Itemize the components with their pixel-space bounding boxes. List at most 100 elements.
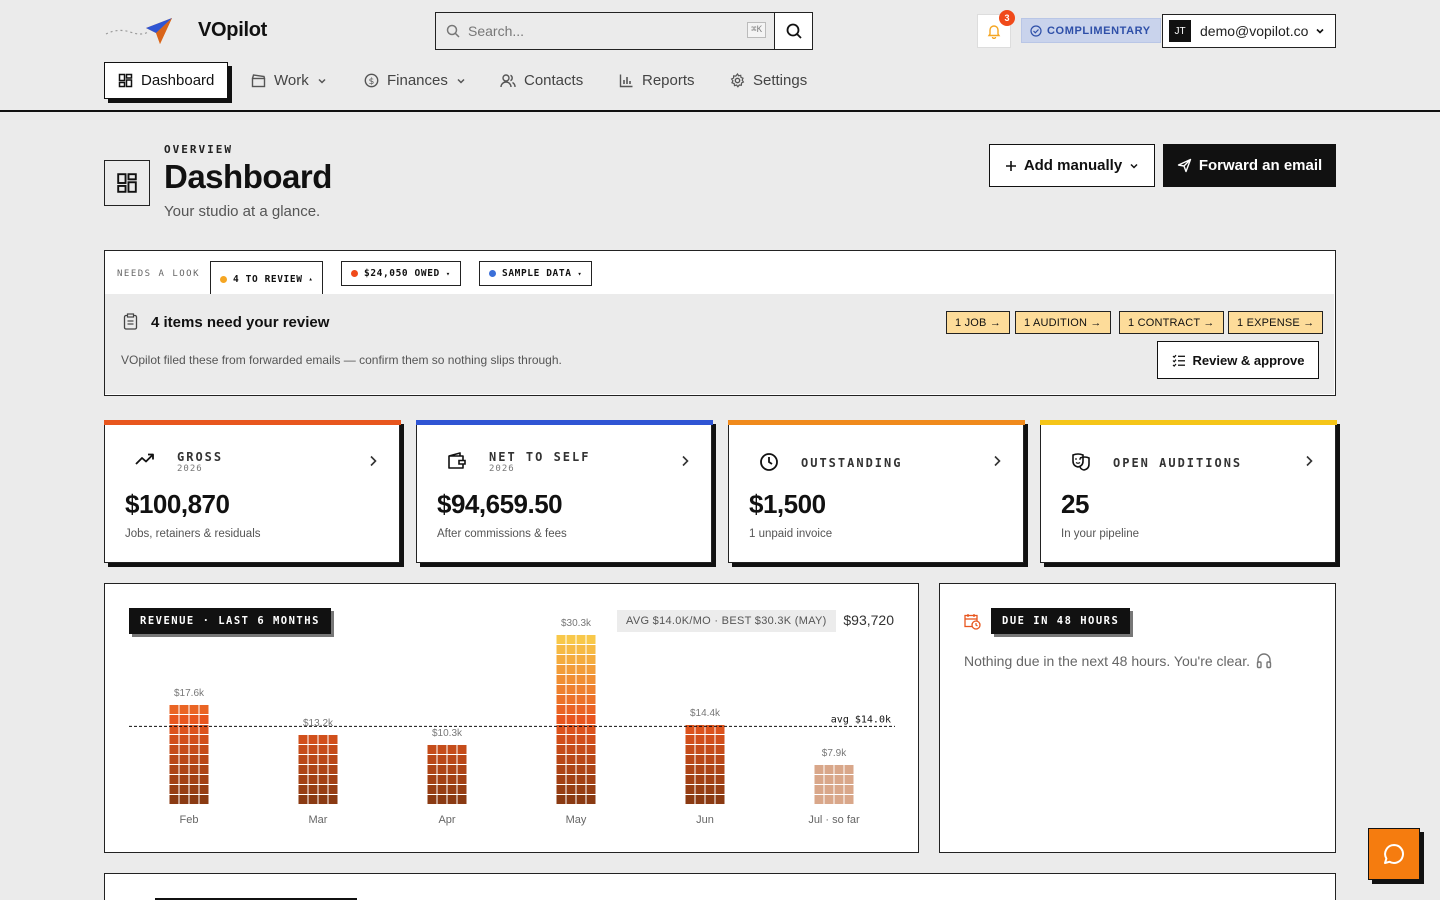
forward-email-button[interactable]: Forward an email [1163, 144, 1336, 187]
bar-cell [705, 765, 715, 774]
bar-cell [318, 775, 328, 784]
bar-cell [566, 655, 576, 664]
bar-cell [169, 705, 179, 714]
bar-cell [556, 745, 566, 754]
pill-job[interactable]: 1 JOB → [946, 311, 1011, 334]
bar-cell [298, 745, 308, 754]
bar-cell [576, 785, 586, 794]
card-outstanding[interactable]: OUTSTANDING $1,500 1 unpaid invoice [727, 419, 1025, 563]
card-gross[interactable]: GROSS 2026 $100,870 Jobs, retainers & re… [103, 419, 401, 563]
x-tick-label: May [566, 814, 587, 826]
bar-cell [308, 795, 318, 804]
tab-owed[interactable]: $24,050 OWED ▾ [341, 261, 461, 286]
bar-cell [427, 785, 437, 794]
search-input[interactable] [468, 23, 728, 39]
bar-cell [189, 715, 199, 724]
due-panel: DUE IN 48 HOURS Nothing due in the next … [939, 583, 1336, 853]
card-gross-label: GROSS [177, 450, 224, 464]
review-title: 4 items need your review [151, 314, 330, 331]
bar-cell [834, 785, 844, 794]
bar-cell [189, 785, 199, 794]
bar-cell [576, 735, 586, 744]
x-tick-label: Mar [309, 814, 328, 826]
search-box[interactable]: ⌘K [435, 12, 775, 50]
pill-expense[interactable]: 1 EXPENSE → [1228, 311, 1324, 334]
account-email: demo@vopilot.co [1200, 23, 1309, 39]
bar-cell [427, 775, 437, 784]
card-gross-value: $100,870 [125, 489, 230, 519]
add-manually-button[interactable]: Add manually [989, 144, 1155, 187]
bar-cell [298, 795, 308, 804]
tab-to-review[interactable]: 4 TO REVIEW ▴ [210, 261, 324, 296]
bar-cell [437, 785, 447, 794]
bar-cell [814, 775, 824, 784]
bar-cell [328, 765, 338, 774]
bar-cell [566, 645, 576, 654]
nav-finances[interactable]: $ Finances [364, 62, 466, 99]
bar-cell [556, 685, 566, 694]
bar-cell [695, 775, 705, 784]
bar-cell [556, 675, 566, 684]
bar-cell [199, 715, 209, 724]
search-icon [446, 24, 460, 38]
bar-cell [814, 795, 824, 804]
average-label: avg $14.0k [831, 714, 891, 725]
chat-button[interactable] [1368, 828, 1420, 880]
clipboard-icon [123, 313, 138, 330]
bar-data-label: $7.9k [822, 748, 847, 759]
pill-audition[interactable]: 1 AUDITION → [1015, 311, 1111, 334]
nav-settings-label: Settings [753, 72, 808, 89]
bar-cell [308, 765, 318, 774]
card-net-to-self[interactable]: NET TO SELF 2026 $94,659.50 After commis… [415, 419, 713, 563]
bar-cell [189, 725, 199, 734]
bar-cell [179, 745, 189, 754]
bar-cell [576, 665, 586, 674]
nav-contacts[interactable]: Contacts [500, 62, 583, 99]
nav-work[interactable]: Work [251, 62, 327, 99]
card-net-value: $94,659.50 [437, 489, 563, 519]
bar-cell [328, 745, 338, 754]
app-name: VOpilot [198, 19, 268, 41]
bar-cell [576, 705, 586, 714]
bar-cell [328, 795, 338, 804]
review-approve-button[interactable]: Review & approve [1157, 341, 1319, 379]
check-circle-icon [1030, 24, 1042, 37]
bar-cell [556, 635, 566, 644]
tab-sample-data-label: SAMPLE DATA [502, 268, 572, 279]
nav-settings[interactable]: Settings [730, 62, 807, 99]
bar-cell [685, 725, 695, 734]
tab-owed-label: $24,050 OWED [364, 268, 440, 279]
tab-sample-data[interactable]: SAMPLE DATA ▾ [479, 261, 593, 286]
caret-icon: ▾ [445, 269, 451, 278]
bar-data-label: $30.3k [561, 618, 592, 629]
card-net-label: NET TO SELF [489, 450, 591, 464]
bar-cell [556, 645, 566, 654]
nav-dashboard[interactable]: Dashboard [104, 62, 229, 99]
bar-cell [427, 755, 437, 764]
plus-icon [1005, 160, 1016, 171]
bar-cell [586, 645, 596, 654]
chevron-down-icon [318, 78, 326, 84]
card-open-auditions[interactable]: OPEN AUDITIONS 25 In your pipeline [1039, 419, 1337, 563]
nav-reports[interactable]: Reports [619, 62, 695, 99]
bar-cell [586, 635, 596, 644]
page-title: Dashboard [164, 158, 332, 195]
bar-cell [437, 755, 447, 764]
bar-cell [705, 725, 715, 734]
paper-plane-logo-icon [105, 18, 172, 44]
bar-cell [586, 685, 596, 694]
plan-badge-label: COMPLIMENTARY [1047, 24, 1151, 37]
bar-cell [318, 745, 328, 754]
bar-cell [189, 705, 199, 714]
bar-cell [189, 755, 199, 764]
chevron-right-icon [682, 455, 689, 467]
bar-cell [576, 745, 586, 754]
logo[interactable] [104, 14, 176, 48]
card-auditions-sub: In your pipeline [1061, 528, 1139, 540]
pill-contract[interactable]: 1 CONTRACT → [1119, 311, 1224, 334]
account-menu[interactable]: JT demo@vopilot.co [1162, 14, 1336, 48]
bar-cell [179, 765, 189, 774]
bar-cell [308, 775, 318, 784]
search-button[interactable] [774, 12, 813, 50]
notifications-button[interactable]: 3 [977, 10, 1015, 48]
